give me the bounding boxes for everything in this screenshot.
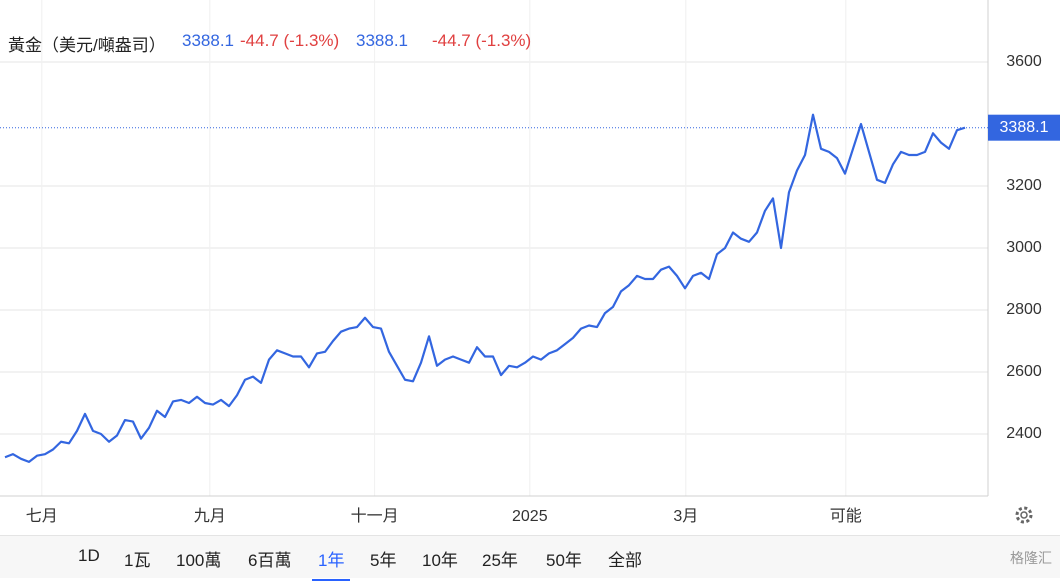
title: 黃金（美元/噸盎司） [8, 36, 166, 55]
quote: 3388.1 [356, 31, 408, 50]
y-tick-label: 2600 [1006, 363, 1042, 380]
price-series [4, 113, 966, 463]
range-button[interactable]: 全部 [608, 551, 642, 570]
x-tick-label: 九月 [194, 507, 226, 525]
x-tick-label: 十一月 [351, 507, 399, 525]
gear [1015, 506, 1033, 524]
range-button[interactable]: 1D [78, 546, 100, 565]
range-button[interactable]: 1年 [312, 546, 351, 581]
range-bar: 格隆汇 1D 1瓦 100萬 6百萬 1年 5年 10年 25年 50年 全部 [0, 535, 1060, 581]
change: -44.7 (-1.3%) [432, 31, 532, 50]
settings-icon[interactable] [1015, 506, 1033, 524]
y-tick-label: 2400 [1006, 425, 1042, 442]
change: -44.7 (-1.3%) [240, 31, 340, 50]
y-tick-label: 3200 [1006, 177, 1042, 194]
y-tick-label: 3600 [1006, 53, 1042, 70]
range-button[interactable]: 5年 [370, 551, 397, 570]
y-tick-label: 3000 [1006, 239, 1042, 256]
range-button[interactable]: 10年 [422, 551, 458, 570]
x-tick-label: 2025 [512, 508, 548, 525]
price-label: 3388.1 [1000, 119, 1049, 136]
range-button[interactable]: 6百萬 [248, 551, 292, 570]
chart: 2400 2600 2800 3000 3200 3600 七月 九月 十一月 2025 3月 可能 3… [0, 0, 1060, 525]
y-tick-label: 2800 [1006, 301, 1042, 318]
range-button[interactable]: 100萬 [176, 551, 222, 570]
range-button[interactable]: 25年 [482, 551, 518, 570]
price-box [988, 114, 1060, 141]
quote: 3388.1 [182, 31, 234, 50]
x-tick-label: 3月 [673, 508, 698, 525]
gear-hole [1020, 511, 1028, 519]
x-tick-label: 七月 [26, 507, 58, 525]
range-button[interactable]: 1瓦 [124, 551, 151, 570]
range-button[interactable]: 50年 [546, 551, 582, 570]
watermark: 格隆汇 [1010, 550, 1052, 566]
x-tick-label: 可能 [830, 507, 862, 525]
